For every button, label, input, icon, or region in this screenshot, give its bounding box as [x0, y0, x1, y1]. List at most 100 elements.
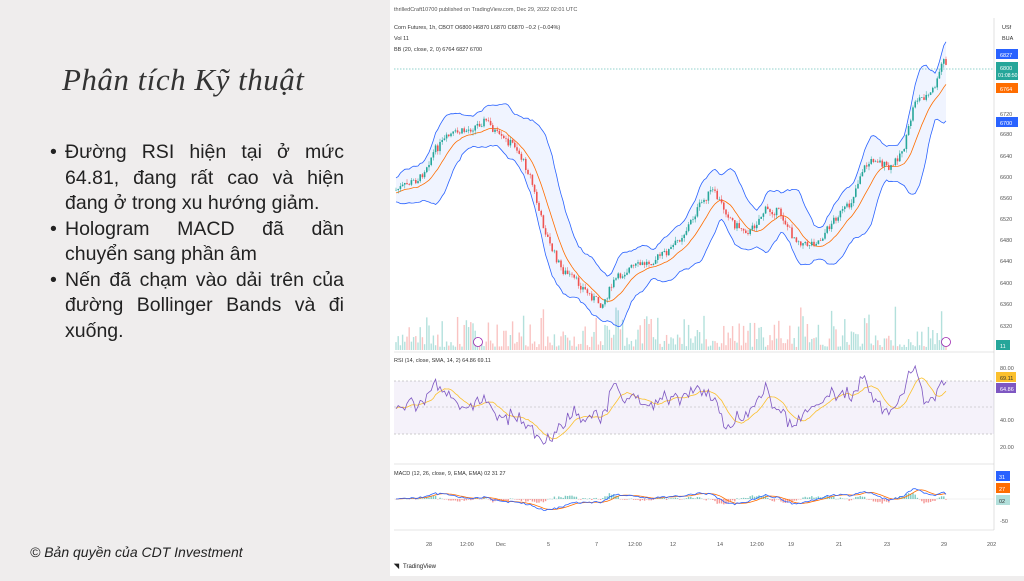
volume-bar — [565, 335, 566, 350]
candle-body — [419, 174, 421, 181]
candle-body — [888, 165, 890, 170]
candle-body — [928, 95, 930, 96]
volume-bar — [424, 344, 425, 350]
rsi-label: RSI (14, close, SMA, 14, 2) 64.86 69.11 — [394, 358, 491, 364]
candle-body — [892, 165, 894, 166]
candle-body — [851, 203, 853, 207]
candle-body — [578, 278, 580, 286]
candle-body — [877, 161, 879, 162]
histogram-bar — [816, 497, 817, 499]
candle-body — [782, 215, 784, 220]
volume-bar — [633, 346, 634, 350]
histogram-bar — [642, 499, 643, 500]
volume-bar — [523, 316, 524, 350]
volume-bar — [433, 336, 434, 350]
histogram-bar — [664, 498, 665, 499]
histogram-bar — [882, 499, 883, 504]
candle-body — [459, 133, 461, 134]
histogram-bar — [719, 499, 720, 503]
time-tick: 12:00 — [460, 542, 474, 548]
candle-body — [758, 219, 760, 225]
symbol-line: Corn Futures, 1h, CBOT O6800 H6870 L6870… — [394, 25, 560, 31]
candle-body — [862, 172, 864, 176]
candle-body — [620, 273, 622, 277]
histogram-bar — [633, 499, 634, 500]
volume-bar — [536, 347, 537, 350]
candle-body — [573, 275, 575, 278]
volume-bar — [494, 347, 495, 350]
slide-text-panel: Phân tích Kỹ thuật Đường RSI hiện tại ở … — [0, 0, 390, 576]
candle-body — [879, 161, 881, 163]
volume-bar — [901, 347, 902, 350]
candle-body — [635, 264, 637, 266]
candle-body — [934, 87, 936, 88]
histogram-bar — [530, 499, 531, 500]
histogram-bar — [466, 499, 467, 500]
volume-bar — [789, 326, 790, 350]
volume-bar — [780, 338, 781, 350]
volume-bar — [747, 331, 748, 350]
histogram-bar — [690, 497, 691, 499]
candle-body — [679, 240, 681, 241]
volume-bar — [739, 324, 740, 350]
histogram-bar — [624, 499, 625, 500]
histogram-bar — [868, 499, 869, 500]
histogram-bar — [576, 497, 577, 499]
volume-bar — [409, 327, 410, 350]
candle-body — [705, 200, 707, 201]
candle-body — [496, 130, 498, 131]
candle-body — [512, 140, 514, 143]
candle-body — [941, 64, 943, 72]
volume-bar — [756, 339, 757, 350]
histogram-bar — [932, 499, 933, 501]
histogram-bar — [794, 499, 795, 501]
candle-body — [712, 190, 714, 191]
volume-bar — [604, 325, 605, 350]
volume-bar — [420, 327, 421, 350]
candle-body — [609, 287, 611, 299]
candle-body — [853, 197, 855, 203]
volume-bar — [721, 343, 722, 350]
volume-bar — [571, 346, 572, 350]
candle-body — [584, 287, 586, 289]
event-marker-icon[interactable] — [942, 338, 951, 347]
candle-body — [756, 225, 758, 228]
histogram-bar — [712, 499, 713, 500]
volume-bar — [767, 345, 768, 350]
candle-body — [804, 242, 806, 243]
histogram-bar — [772, 499, 773, 501]
histogram-bar — [536, 499, 537, 503]
candle-body — [468, 130, 470, 131]
time-tick: 202 — [987, 542, 996, 548]
candle-body — [567, 271, 569, 274]
price-tick: 6480 — [1000, 238, 1012, 244]
histogram-bar — [699, 497, 700, 499]
histogram-bar — [921, 499, 922, 501]
histogram-bar — [604, 496, 605, 499]
volume-bar — [937, 333, 938, 350]
price-tick: 6320 — [1000, 324, 1012, 330]
volume-bar — [822, 345, 823, 350]
event-marker-icon[interactable] — [474, 338, 483, 347]
candle-body — [411, 180, 413, 185]
histogram-bar — [543, 499, 544, 502]
candle-body — [604, 299, 606, 304]
candle-body — [485, 119, 487, 121]
histogram-bar — [706, 499, 707, 500]
volume-bar — [701, 344, 702, 350]
candle-body — [939, 72, 941, 79]
volume-bar — [820, 345, 821, 350]
candle-body — [639, 262, 641, 265]
time-axis: 28 12:00 Dec 5 7 12:00 12 14 12:00 19 21… — [426, 542, 996, 548]
volume-bar — [921, 332, 922, 350]
candle-body — [826, 226, 828, 232]
volume-bar — [662, 347, 663, 350]
volume-bar — [501, 346, 502, 350]
volume-bar — [609, 330, 610, 350]
histogram-bar — [767, 498, 768, 499]
histogram-bar — [928, 499, 929, 503]
candle-body — [815, 244, 817, 246]
price-tick: 6680 — [1000, 132, 1012, 138]
volume-bar — [538, 344, 539, 350]
volume-bar — [791, 344, 792, 350]
